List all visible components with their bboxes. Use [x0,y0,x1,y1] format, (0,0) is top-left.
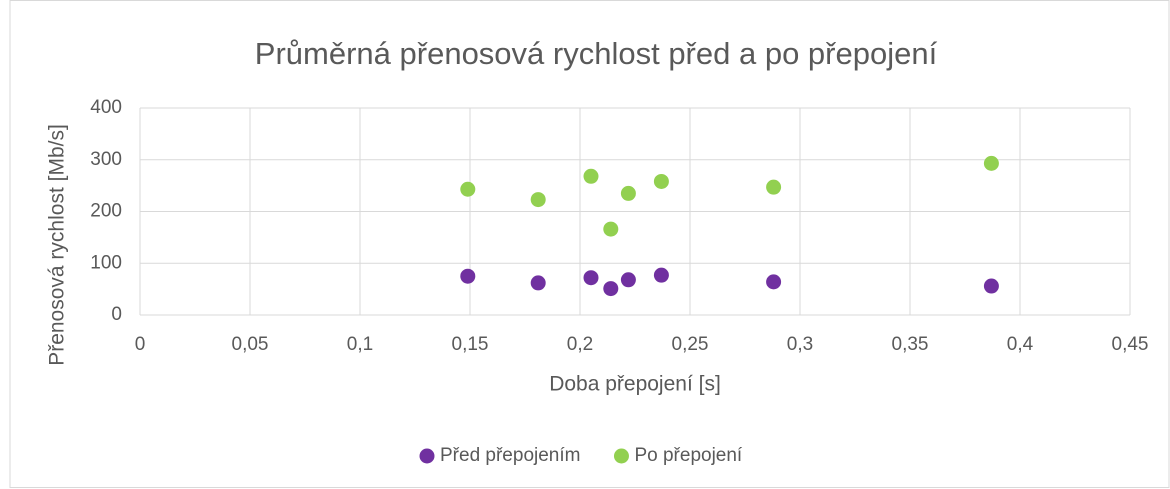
data-point [583,168,599,184]
y-axis-label: Přenosová rychlost [Mb/s] [46,124,69,366]
data-point [530,275,546,291]
x-tick-label: 0,35 [892,334,929,355]
y-tick-label: 0 [111,304,122,325]
y-tick-label: 400 [90,97,122,118]
data-point [766,179,782,195]
y-tick-label: 300 [90,149,122,170]
data-point [603,221,619,237]
data-point [653,173,669,189]
chart-frame [9,0,1170,488]
data-point [583,270,599,286]
y-tick-label: 100 [90,252,122,273]
data-point [766,274,782,290]
x-tick-label: 0,05 [232,334,269,355]
data-point [530,192,546,208]
data-point [620,185,636,201]
x-tick-label: 0,3 [787,334,813,355]
data-point [460,181,476,197]
data-point [603,281,619,297]
x-tick-label: 0 [135,334,146,355]
legend-marker [613,448,629,464]
x-tick-label: 0,45 [1112,334,1149,355]
x-tick-label: 0,4 [1007,334,1034,355]
x-tick-label: 0,1 [347,334,373,355]
x-tick-label: 0,15 [452,334,489,355]
x-tick-label: 0,25 [672,334,709,355]
chart-title: Průměrná přenosová rychlost před a po př… [255,36,938,71]
data-point [620,272,636,288]
data-point [653,267,669,283]
legend-label: Před přepojením [440,445,580,466]
data-point [983,278,999,294]
data-point [460,268,476,284]
y-tick-label: 200 [90,201,122,222]
x-axis-label: Doba přepojení [s] [549,373,721,396]
legend-label: Po přepojení [634,445,742,466]
x-tick-label: 0,2 [567,334,593,355]
data-point [983,155,999,171]
legend-marker [419,448,435,464]
